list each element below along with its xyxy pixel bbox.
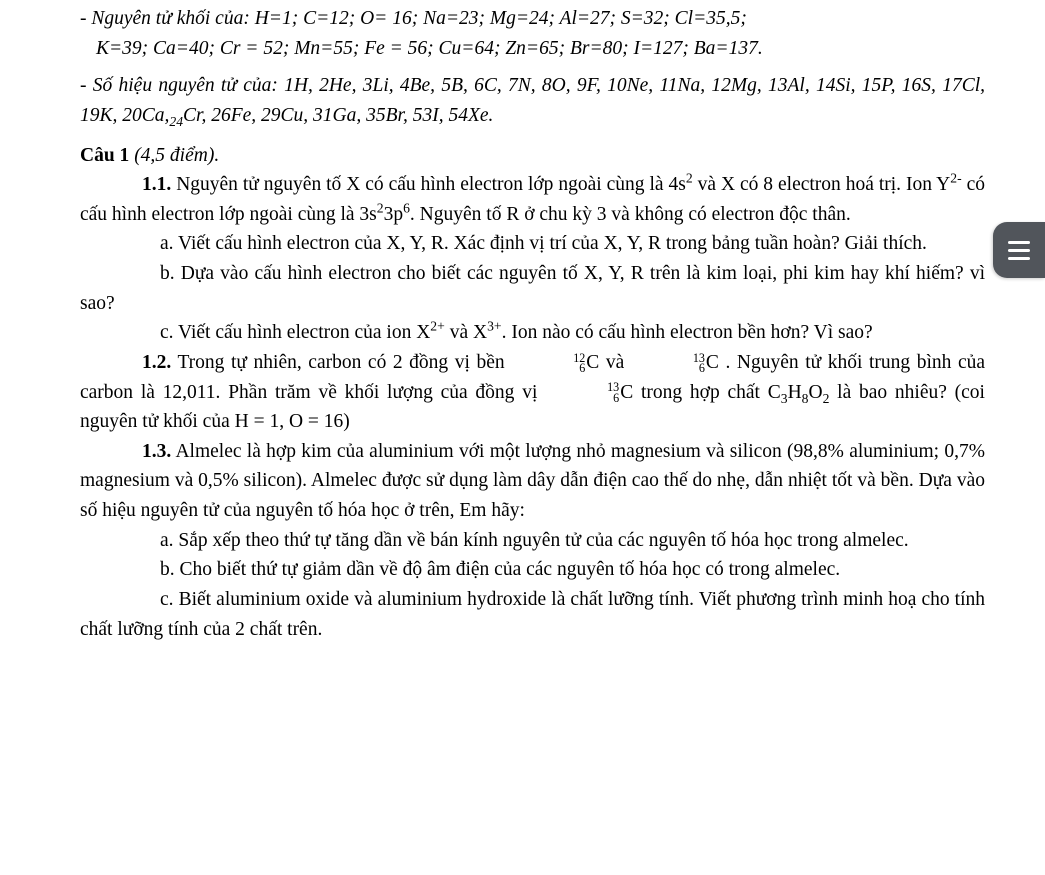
hamburger-icon (1008, 241, 1030, 244)
q1-2-label: 1.2. (142, 352, 171, 373)
hamburger-icon (1008, 249, 1030, 252)
isotope-13c-b: 136 (545, 382, 619, 404)
q1-1c-pre: c. Viết cấu hình electron của ion X (160, 322, 430, 343)
q1-2-mid2: trong hợp chất C (633, 382, 781, 403)
atomic-mass-line-2: K=39; Ca=40; Cr = 52; Mn=55; Fe = 56; Cu… (80, 34, 985, 64)
q1-1c: c. Viết cấu hình electron của ion X2+ và… (80, 318, 985, 348)
q1-3a: a. Sắp xếp theo thứ tự tăng dần về bán k… (80, 526, 985, 556)
q1-2-va: và (599, 352, 631, 373)
q1-1-label: 1.1. (142, 174, 171, 195)
q1-2-sub1: 3 (781, 390, 788, 405)
iso1-sym: C (586, 352, 599, 373)
q1-1-pre: Nguyên tử nguyên tố X có cấu hình electr… (171, 174, 686, 195)
q1-1-body: 1.1. Nguyên tử nguyên tố X có cấu hình e… (80, 170, 985, 229)
question-1-header: Câu 1 (4,5 điểm). (80, 141, 985, 171)
q1-2-pre: Trong tự nhiên, carbon có 2 đồng vị bền (171, 352, 511, 373)
hamburger-icon (1008, 257, 1030, 260)
isotope-12c: 126 (511, 353, 585, 375)
q1-2-h: H (788, 382, 802, 403)
q1-3-label: 1.3. (142, 441, 171, 462)
q1-3b: b. Cho biết thứ tự giảm dần về độ âm điệ… (80, 555, 985, 585)
q1-points: (4,5 điểm). (129, 145, 219, 166)
isotope-13c-a: 136 (631, 353, 705, 375)
atomic-mass-line-1: - Nguyên tử khối của: H=1; C=12; O= 16; … (80, 4, 985, 34)
cr-sub: 24 (169, 114, 183, 129)
q1-3-text: Almelec là hợp kim của aluminium với một… (80, 441, 985, 521)
q1-1-sup2: 2- (950, 171, 961, 186)
iso3-sym: C (620, 382, 633, 403)
q1-3c: c. Biết aluminium oxide và aluminium hyd… (80, 585, 985, 644)
q1-1-sup4: 6 (403, 200, 410, 215)
q1-1b: b. Dựa vào cấu hình electron cho biết cá… (80, 259, 985, 318)
q1-1c-sup1: 2+ (430, 319, 445, 334)
q1-1-mid: và X có 8 electron hoá trị. Ion Y (693, 174, 951, 195)
q1-label: Câu 1 (80, 145, 129, 166)
q1-2-body: 1.2. Trong tự nhiên, carbon có 2 đồng vị… (80, 348, 985, 437)
q1-1a: a. Viết cấu hình electron của X, Y, R. X… (80, 229, 985, 259)
q1-1c-sup2: 3+ (487, 319, 502, 334)
menu-button[interactable] (993, 222, 1045, 278)
exam-page: - Nguyên tử khối của: H=1; C=12; O= 16; … (0, 0, 1045, 875)
q1-1c-end: . Ion nào có cấu hình electron bền hơn? … (502, 322, 873, 343)
iso2-sym: C (706, 352, 719, 373)
q1-3-body: 1.3. Almelec là hợp kim của aluminium vớ… (80, 437, 985, 526)
atomic-number-line: - Số hiệu nguyên tử của: 1H, 2He, 3Li, 4… (80, 71, 985, 130)
atomic-num-suffix: Cr, 26Fe, 29Cu, 31Ga, 35Br, 53I, 54Xe. (183, 105, 493, 126)
q1-1c-mid: và X (445, 322, 487, 343)
q1-1-mid3: 3p (384, 204, 404, 225)
q1-1-sup1: 2 (686, 171, 693, 186)
q1-1-end: . Nguyên tố R ở chu kỳ 3 và không có ele… (410, 204, 851, 225)
q1-1-sup3: 2 (377, 200, 384, 215)
q1-2-o: O (808, 382, 822, 403)
